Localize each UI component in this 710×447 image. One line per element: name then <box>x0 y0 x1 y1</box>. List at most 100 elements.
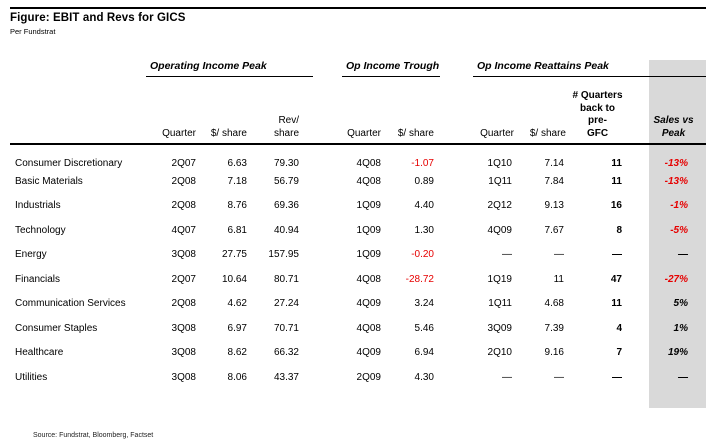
table-row: Financials 2Q07 10.64 80.71 4Q08 -28.72 … <box>10 267 706 292</box>
table-row: Basic Materials 2Q08 7.18 56.79 4Q08 0.8… <box>10 169 706 194</box>
quarters-back-cell: 8 <box>616 224 622 236</box>
sector-label: Utilities <box>15 371 48 383</box>
table-row: Communication Services 2Q08 4.62 27.24 4… <box>10 292 706 317</box>
trough-quarter-cell: 4Q09 <box>356 298 381 310</box>
sales-vs-peak-cell: -5% <box>670 224 688 236</box>
trough-eps-cell: -28.72 <box>405 273 434 285</box>
peak-rev-cell: 80.71 <box>273 273 299 285</box>
sales-vs-peak-cell: 1% <box>673 322 688 334</box>
reattain-quarter-cell: — <box>502 249 512 261</box>
peak-quarter-cell: 3Q08 <box>171 249 196 261</box>
trough-quarter-cell: 1Q09 <box>356 200 381 212</box>
reattain-quarter-cell: 1Q19 <box>487 273 512 285</box>
sector-label: Energy <box>15 249 47 261</box>
table-header: Quarter $/ share Rev/ share Quarter $/ s… <box>10 90 706 144</box>
quarters-back-cell: 11 <box>611 298 622 310</box>
column-header-peak-rev: Rev/ share <box>273 115 299 139</box>
reattain-eps-cell: 9.16 <box>544 347 564 359</box>
column-header-sector <box>10 90 150 144</box>
peak-quarter-cell: 3Q08 <box>171 322 196 334</box>
peak-eps-cell: 6.97 <box>227 322 247 334</box>
table-row: Technology 4Q07 6.81 40.94 1Q09 1.30 4Q0… <box>10 218 706 243</box>
peak-rev-cell: 70.71 <box>273 322 299 334</box>
group-header-operating-income-peak: Operating Income Peak <box>146 60 313 77</box>
reattain-quarter-cell: 1Q10 <box>487 158 512 169</box>
quarters-back-cell: 7 <box>616 347 622 359</box>
sales-vs-peak-cell: 19% <box>667 347 688 359</box>
quarters-back-cell: 16 <box>610 200 622 212</box>
peak-rev-cell: 69.36 <box>273 200 299 212</box>
trough-eps-cell: 6.94 <box>414 347 434 359</box>
sector-label: Financials <box>15 273 61 285</box>
trough-eps-cell: 4.30 <box>414 371 434 383</box>
peak-quarter-cell: 2Q08 <box>171 200 196 212</box>
sector-label: Industrials <box>15 200 61 212</box>
reattain-eps-cell: 7.67 <box>544 224 564 236</box>
group-header-op-income-reattains-peak: Op Income Reattains Peak <box>473 60 706 77</box>
quarters-back-cell: — <box>612 249 622 261</box>
ebit-revs-table: Quarter $/ share Rev/ share Quarter $/ s… <box>10 90 706 390</box>
table-row: Energy 3Q08 27.75 157.95 1Q09 -0.20 — — … <box>10 243 706 268</box>
peak-rev-cell: 43.37 <box>273 371 299 383</box>
trough-eps-cell: 3.24 <box>414 298 434 310</box>
column-header-sales-vs-peak: Sales vs Peak <box>653 115 694 139</box>
peak-quarter-cell: 2Q07 <box>171 273 196 285</box>
reattain-quarter-cell: — <box>502 371 512 383</box>
trough-quarter-cell: 4Q08 <box>356 158 381 169</box>
trough-quarter-cell: 4Q08 <box>356 322 381 334</box>
column-header-reattain-quarter: Quarter <box>480 127 514 139</box>
trough-quarter-cell: 4Q08 <box>356 175 381 187</box>
peak-quarter-cell: 2Q08 <box>171 298 196 310</box>
peak-eps-cell: 6.63 <box>227 158 247 169</box>
group-header-op-income-trough: Op Income Trough <box>342 60 440 77</box>
reattain-eps-cell: 9.13 <box>544 200 564 212</box>
peak-eps-cell: 8.62 <box>227 347 247 359</box>
sales-vs-peak-cell: -13% <box>664 175 688 187</box>
trough-quarter-cell: 4Q09 <box>356 347 381 359</box>
quarters-back-cell: 11 <box>611 175 622 187</box>
table-row: Utilities 3Q08 8.06 43.37 2Q09 4.30 — — … <box>10 365 706 390</box>
trough-eps-cell: 0.89 <box>414 175 434 187</box>
peak-quarter-cell: 3Q08 <box>171 347 196 359</box>
column-header-peak-quarter: Quarter <box>162 127 196 139</box>
sales-vs-peak-cell: 5% <box>673 298 688 310</box>
peak-eps-cell: 8.76 <box>227 200 247 212</box>
peak-rev-cell: 40.94 <box>273 224 299 236</box>
peak-quarter-cell: 2Q08 <box>171 175 196 187</box>
peak-quarter-cell: 3Q08 <box>171 371 196 383</box>
peak-eps-cell: 4.62 <box>227 298 247 310</box>
sales-vs-peak-cell: -27% <box>664 273 688 285</box>
reattain-quarter-cell: 4Q09 <box>487 224 512 236</box>
trough-eps-cell: -0.20 <box>411 249 434 261</box>
reattain-eps-cell: 7.84 <box>544 175 564 187</box>
table-row: Consumer Discretionary 2Q07 6.63 79.30 4… <box>10 144 706 169</box>
table-row: Consumer Staples 3Q08 6.97 70.71 4Q08 5.… <box>10 316 706 341</box>
reattain-quarter-cell: 2Q10 <box>487 347 512 359</box>
table-body: Consumer Discretionary 2Q07 6.63 79.30 4… <box>10 144 706 390</box>
peak-rev-cell: 66.32 <box>273 347 299 359</box>
column-header-trough-quarter: Quarter <box>347 127 381 139</box>
peak-rev-cell: 79.30 <box>273 158 299 169</box>
sector-label: Communication Services <box>15 298 126 310</box>
reattain-quarter-cell: 1Q11 <box>488 298 512 310</box>
reattain-eps-cell: 7.14 <box>544 158 564 169</box>
column-header-row: Quarter $/ share Rev/ share Quarter $/ s… <box>10 90 706 144</box>
trough-quarter-cell: 4Q08 <box>356 273 381 285</box>
top-rule-divider <box>10 7 706 9</box>
reattain-eps-cell: — <box>554 371 564 383</box>
trough-eps-cell: 1.30 <box>414 224 434 236</box>
sales-vs-peak-cell: -13% <box>664 158 688 169</box>
peak-eps-cell: 6.81 <box>227 224 247 236</box>
quarters-back-cell: 47 <box>610 273 622 285</box>
sector-label: Healthcare <box>15 347 64 359</box>
trough-quarter-cell: 1Q09 <box>356 249 381 261</box>
sector-label: Consumer Staples <box>15 322 98 334</box>
table-row: Healthcare 3Q08 8.62 66.32 4Q09 6.94 2Q1… <box>10 341 706 366</box>
peak-eps-cell: 8.06 <box>227 371 247 383</box>
figure-subtitle: Per Fundstrat <box>10 27 56 36</box>
quarters-back-cell: 11 <box>611 158 622 169</box>
reattain-eps-cell: 4.68 <box>544 298 564 310</box>
sales-vs-peak-highlight-column <box>649 60 706 408</box>
peak-eps-cell: 27.75 <box>221 249 247 261</box>
